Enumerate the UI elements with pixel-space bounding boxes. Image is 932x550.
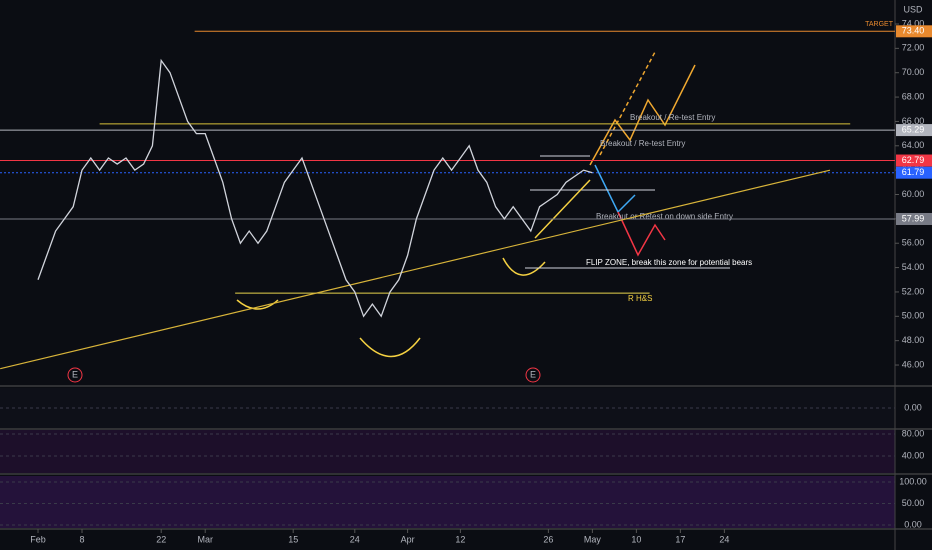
zone-lines xyxy=(525,155,730,269)
pane-tick-label: 0.00 xyxy=(904,402,922,412)
y-tick-label: 66.00 xyxy=(902,116,925,126)
bull-dash xyxy=(599,51,656,156)
annotation: R H&S xyxy=(628,294,652,303)
price-line xyxy=(37,58,593,318)
x-tick-label: 26 xyxy=(543,534,553,544)
currency: USD xyxy=(903,4,923,14)
x-tick-label: 10 xyxy=(631,534,641,544)
y-tick-label: 52.00 xyxy=(902,286,925,296)
price-tag xyxy=(896,212,932,225)
y-tick-label: 68.00 xyxy=(902,91,925,101)
stoch-pane xyxy=(0,476,895,528)
price-tag-label: 61.79 xyxy=(902,167,925,177)
pane-tick-label: 0.00 xyxy=(904,519,922,529)
x-tick-label: Mar xyxy=(197,534,213,544)
earnings-marker xyxy=(67,367,83,383)
x-tick-label: 24 xyxy=(719,534,729,544)
price-tag xyxy=(896,124,932,137)
shoulder-curve xyxy=(502,257,546,276)
bear-path xyxy=(617,211,666,257)
y-tick-label: 48.00 xyxy=(902,335,925,345)
x-tick-label: 22 xyxy=(156,534,166,544)
y-tick-label: 46.00 xyxy=(902,359,925,369)
earnings-marker xyxy=(525,367,541,383)
price-tag xyxy=(896,25,932,38)
head-curve xyxy=(359,337,421,358)
x-tick-label: 17 xyxy=(675,534,685,544)
y-tick-label: 54.00 xyxy=(902,262,925,272)
price-tag-label: 62.79 xyxy=(902,155,925,165)
annotation: Breakout / Re-test Entry xyxy=(600,139,685,148)
price-tag xyxy=(896,154,932,167)
y-tick-label: 72.00 xyxy=(902,43,925,53)
price-tag xyxy=(896,166,932,179)
y-tick-label: 60.00 xyxy=(902,189,925,199)
x-tick-label: 24 xyxy=(350,534,360,544)
wedge-line xyxy=(534,179,591,239)
x-tick-label: Apr xyxy=(401,534,415,544)
price-tag-label: 73.40 xyxy=(902,26,925,36)
x-tick-label: 8 xyxy=(80,534,85,544)
annotation: FLIP ZONE, break this zone for potential… xyxy=(586,258,752,267)
y-tick-label: 74.00 xyxy=(902,18,925,28)
target-label: TARGET xyxy=(865,21,894,28)
pane-tick-label: 80.00 xyxy=(902,428,925,438)
trendline xyxy=(0,169,831,370)
y-tick-label: 70.00 xyxy=(902,67,925,77)
bull-path xyxy=(589,64,696,166)
price-tag-label: 65.29 xyxy=(902,124,925,134)
annotation: Breakout / Re-test Entry xyxy=(630,113,715,122)
rsi-pane xyxy=(0,430,895,473)
x-tick-label: 12 xyxy=(455,534,465,544)
x-tick-label: 15 xyxy=(288,534,298,544)
annotation: Breakout or Retest on down side Entry xyxy=(596,212,733,221)
x-tick-label: Feb xyxy=(30,534,46,544)
earnings-label: E xyxy=(72,369,78,379)
pane-tick-label: 50.00 xyxy=(902,498,925,508)
pane-tick-label: 40.00 xyxy=(902,450,925,460)
price-tag-label: 57.99 xyxy=(902,213,925,223)
y-tick-label: 50.00 xyxy=(902,311,925,321)
x-tick-label: May xyxy=(584,534,602,544)
pane-tick-label: 100.00 xyxy=(899,476,927,486)
y-tick-label: 64.00 xyxy=(902,140,925,150)
earnings-label: E xyxy=(530,369,536,379)
drawings xyxy=(236,51,730,358)
y-tick-label: 56.00 xyxy=(902,238,925,248)
